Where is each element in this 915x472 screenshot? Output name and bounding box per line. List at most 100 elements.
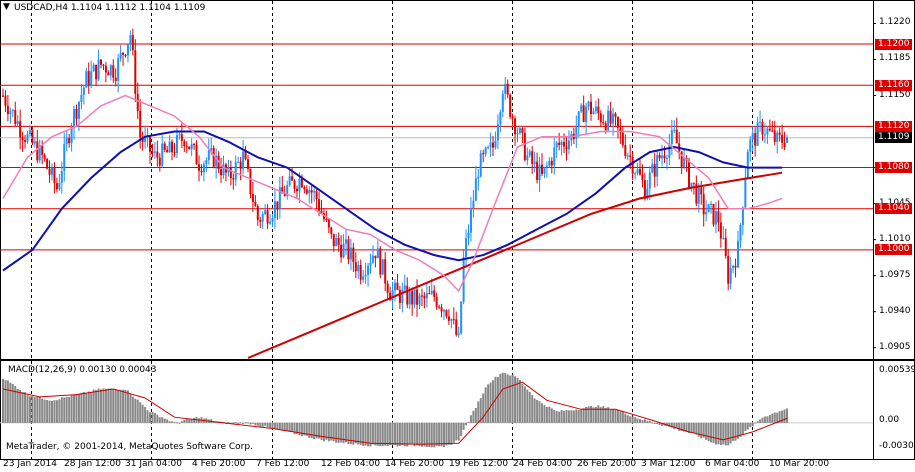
candle-bearish (761, 121, 764, 135)
candle-bullish (739, 224, 742, 241)
macd-histogram-bar (273, 422, 276, 429)
candle-bearish (114, 77, 117, 81)
current-price-badge: 1.1109 (875, 132, 912, 144)
macd-histogram-bar (783, 409, 786, 423)
macd-indicator-area[interactable] (0, 360, 915, 460)
price-chart-area[interactable] (0, 0, 915, 360)
macd-histogram-bar (651, 422, 654, 424)
macd-histogram-bar (381, 422, 384, 447)
candle-bearish (220, 169, 223, 176)
macd-histogram-bar (122, 389, 125, 423)
macd-histogram-bar (492, 380, 494, 423)
price-tick-label: 1.1220 (879, 17, 911, 28)
macd-histogram-bar (457, 422, 460, 441)
macd-histogram-bar (714, 422, 717, 445)
macd-histogram-bar (661, 422, 664, 426)
macd-histogram-bar (24, 392, 27, 423)
candle-bearish (440, 307, 443, 312)
candle-bullish (408, 291, 411, 305)
candle-bearish (107, 72, 110, 76)
macd-histogram-bar (264, 422, 267, 426)
time-tick-label: 19 Feb 12:00 (449, 459, 509, 469)
candle-bearish (523, 132, 526, 161)
candle-bearish (778, 132, 781, 135)
macd-histogram-bar (585, 406, 588, 423)
candle-bullish (749, 139, 752, 152)
candle-bearish (590, 101, 592, 114)
candle-bearish (639, 169, 641, 175)
macd-histogram-bar (144, 407, 147, 423)
candle-bearish (354, 262, 357, 272)
macd-histogram-bar (658, 422, 661, 425)
candle-bullish (648, 172, 651, 189)
macd-histogram-bar (70, 394, 73, 423)
candle-bullish (210, 148, 213, 151)
macd-histogram-bar (445, 422, 448, 446)
candle-bearish (599, 113, 602, 123)
macd-histogram-bar (398, 422, 401, 446)
macd-histogram-bar (6, 380, 9, 423)
macd-histogram-bar (465, 422, 468, 426)
candle-bullish (430, 290, 433, 294)
macd-signal-line (2, 381, 788, 445)
candle-bearish (281, 187, 284, 194)
macd-histogram-bar (639, 419, 641, 423)
candle-bearish (180, 134, 183, 142)
macd-histogram-bar (670, 422, 673, 428)
candle-bullish (487, 147, 490, 149)
candle-bearish (21, 137, 24, 141)
macd-histogram-bar (570, 410, 573, 423)
macd-histogram-bar (697, 422, 700, 437)
macd-histogram-bar (291, 422, 294, 432)
candle-bearish (124, 54, 127, 56)
price-tick-label: 1.0975 (879, 269, 911, 280)
macd-histogram-bar (293, 422, 296, 435)
candle-bearish (141, 137, 144, 143)
macd-histogram-bar (614, 409, 617, 423)
candle-bearish (68, 137, 71, 144)
candle-bullish (381, 259, 384, 275)
macd-histogram-bar (166, 419, 169, 423)
macd-histogram-bar (68, 397, 71, 423)
macd-histogram-bar (531, 395, 534, 423)
candle-bullish (261, 214, 264, 222)
candle-bearish (406, 285, 409, 305)
candle-bullish (567, 140, 570, 150)
macd-histogram-bar (435, 422, 438, 447)
candle-bullish (16, 121, 19, 125)
macd-histogram-bar (778, 411, 781, 423)
macd-histogram-bar (63, 397, 66, 423)
candle-bearish (374, 255, 377, 259)
chart-title: USDCAD,H4 1.1104 1.1112 1.1104 1.1109 (14, 3, 206, 13)
candle-bullish (144, 137, 147, 143)
candle-bullish (496, 124, 499, 141)
candle-bearish (506, 83, 509, 95)
macd-histogram-bar (700, 422, 703, 439)
macd-histogram-bar (379, 422, 382, 447)
chart-menu-icon[interactable]: ▼ (3, 2, 10, 12)
candle-bearish (347, 239, 350, 260)
macd-histogram-bar (550, 408, 553, 423)
macd-histogram-bar (499, 373, 502, 423)
macd-histogram-bar (771, 413, 774, 423)
moving-average-pink (2, 94, 783, 293)
macd-histogram-bar (712, 422, 715, 443)
candle-bearish (717, 211, 720, 223)
macd-histogram-bar (95, 390, 98, 423)
macd-histogram-bar (234, 422, 237, 424)
candle-bullish (548, 160, 551, 166)
candle-bullish (161, 143, 164, 166)
macd-histogram-bar (683, 422, 686, 432)
candle-bearish (771, 130, 774, 132)
candle-bullish (744, 178, 747, 208)
macd-histogram-bar (776, 412, 779, 423)
candle-bearish (379, 248, 382, 275)
candle-bullish (705, 212, 708, 215)
candle-bullish (467, 232, 470, 239)
candle-bullish (457, 333, 460, 335)
candle-bullish (207, 150, 210, 161)
macd-histogram-bar (555, 411, 558, 423)
candle-bearish (291, 176, 294, 181)
